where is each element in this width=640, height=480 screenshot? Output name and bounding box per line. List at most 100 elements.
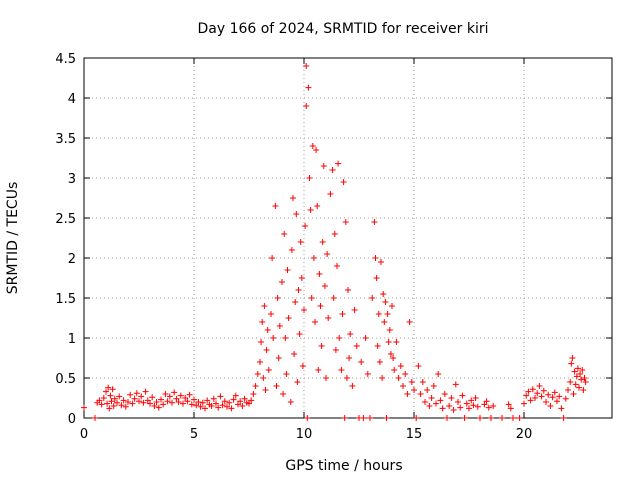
data-point: [219, 402, 226, 409]
data-point: [562, 395, 569, 402]
data-point: [459, 392, 466, 399]
data-point: [578, 376, 585, 383]
data-point: [104, 400, 111, 407]
data-point: [173, 395, 180, 402]
data-point: [573, 373, 580, 380]
data-point: [296, 331, 303, 337]
data-point: [116, 393, 123, 400]
chart-title: Day 166 of 2024, SRMTID for receiver kir…: [197, 21, 488, 37]
data-point: [466, 405, 472, 412]
data-point: [527, 397, 534, 404]
data-point: [532, 395, 538, 401]
x-tick-label: 5: [190, 427, 198, 442]
data-point: [335, 160, 342, 167]
data-point: [287, 399, 294, 405]
data-point: [428, 395, 435, 401]
data-point: [293, 211, 300, 217]
data-point: [118, 402, 125, 409]
data-point: [171, 389, 178, 396]
data-point: [387, 351, 394, 357]
data-point: [314, 203, 321, 209]
data-point: [186, 391, 193, 398]
data-point: [323, 375, 329, 381]
data-point: [488, 415, 494, 421]
data-point: [558, 405, 565, 412]
data-point: [109, 386, 116, 393]
data-point: [433, 400, 439, 407]
data-point: [279, 279, 285, 285]
data-point: [378, 259, 384, 265]
data-point: [448, 395, 455, 401]
data-point: [413, 415, 420, 421]
data-point: [338, 367, 345, 373]
data-point: [331, 231, 338, 237]
data-point: [193, 402, 200, 409]
data-point: [184, 398, 191, 405]
data-point: [554, 398, 560, 405]
data-point: [481, 401, 488, 408]
data-point: [390, 355, 397, 361]
data-point: [197, 403, 204, 410]
data-point: [158, 396, 164, 403]
data-point: [297, 239, 304, 245]
data-point: [281, 231, 288, 237]
data-point: [358, 359, 365, 365]
data-point: [330, 295, 337, 301]
data-point: [582, 379, 589, 385]
data-point: [299, 363, 306, 369]
data-point: [100, 395, 107, 401]
data-point: [372, 255, 379, 261]
data-point: [389, 303, 395, 309]
axis-ticks: [83, 57, 612, 419]
data-point: [574, 365, 581, 372]
data-point: [263, 347, 270, 353]
data-point: [549, 394, 556, 401]
data-point: [525, 388, 532, 395]
data-point: [536, 383, 543, 389]
data-point: [111, 395, 118, 402]
data-point: [556, 393, 563, 400]
data-point: [341, 415, 348, 421]
data-point: [342, 219, 349, 225]
data-point: [224, 403, 230, 410]
data-point: [463, 400, 470, 407]
data-point: [303, 63, 310, 69]
data-point: [147, 400, 153, 407]
data-point: [353, 343, 360, 349]
data-point: [136, 398, 142, 405]
data-point: [329, 167, 336, 173]
data-point: [239, 403, 246, 409]
data-point: [105, 384, 112, 391]
data-point: [177, 392, 184, 399]
data-point: [439, 405, 446, 412]
data-point: [81, 404, 87, 411]
data-point: [315, 367, 322, 373]
data-point: [261, 303, 268, 309]
data-point: [452, 381, 459, 388]
data-point: [382, 299, 389, 305]
y-tick-label: 1: [68, 332, 76, 347]
data-point: [362, 335, 369, 341]
data-point: [395, 375, 402, 381]
y-tick-label: 2.5: [55, 212, 76, 227]
data-point: [106, 405, 113, 412]
y-tick-label: 4.5: [55, 52, 76, 67]
data-point: [264, 327, 271, 333]
data-point: [160, 401, 167, 408]
data-point: [336, 335, 343, 341]
data-point: [411, 387, 417, 393]
data-point: [235, 401, 241, 408]
data-points: [81, 63, 589, 421]
plot-frame: [83, 57, 613, 419]
data-point: [120, 397, 127, 404]
data-point: [406, 319, 413, 325]
data-point: [340, 179, 347, 185]
data-point: [241, 395, 248, 402]
data-point: [318, 343, 325, 349]
data-point: [302, 223, 309, 229]
data-point: [437, 397, 444, 404]
data-point: [182, 395, 189, 401]
data-point: [380, 291, 387, 297]
data-point: [470, 402, 477, 409]
data-point: [543, 399, 549, 405]
